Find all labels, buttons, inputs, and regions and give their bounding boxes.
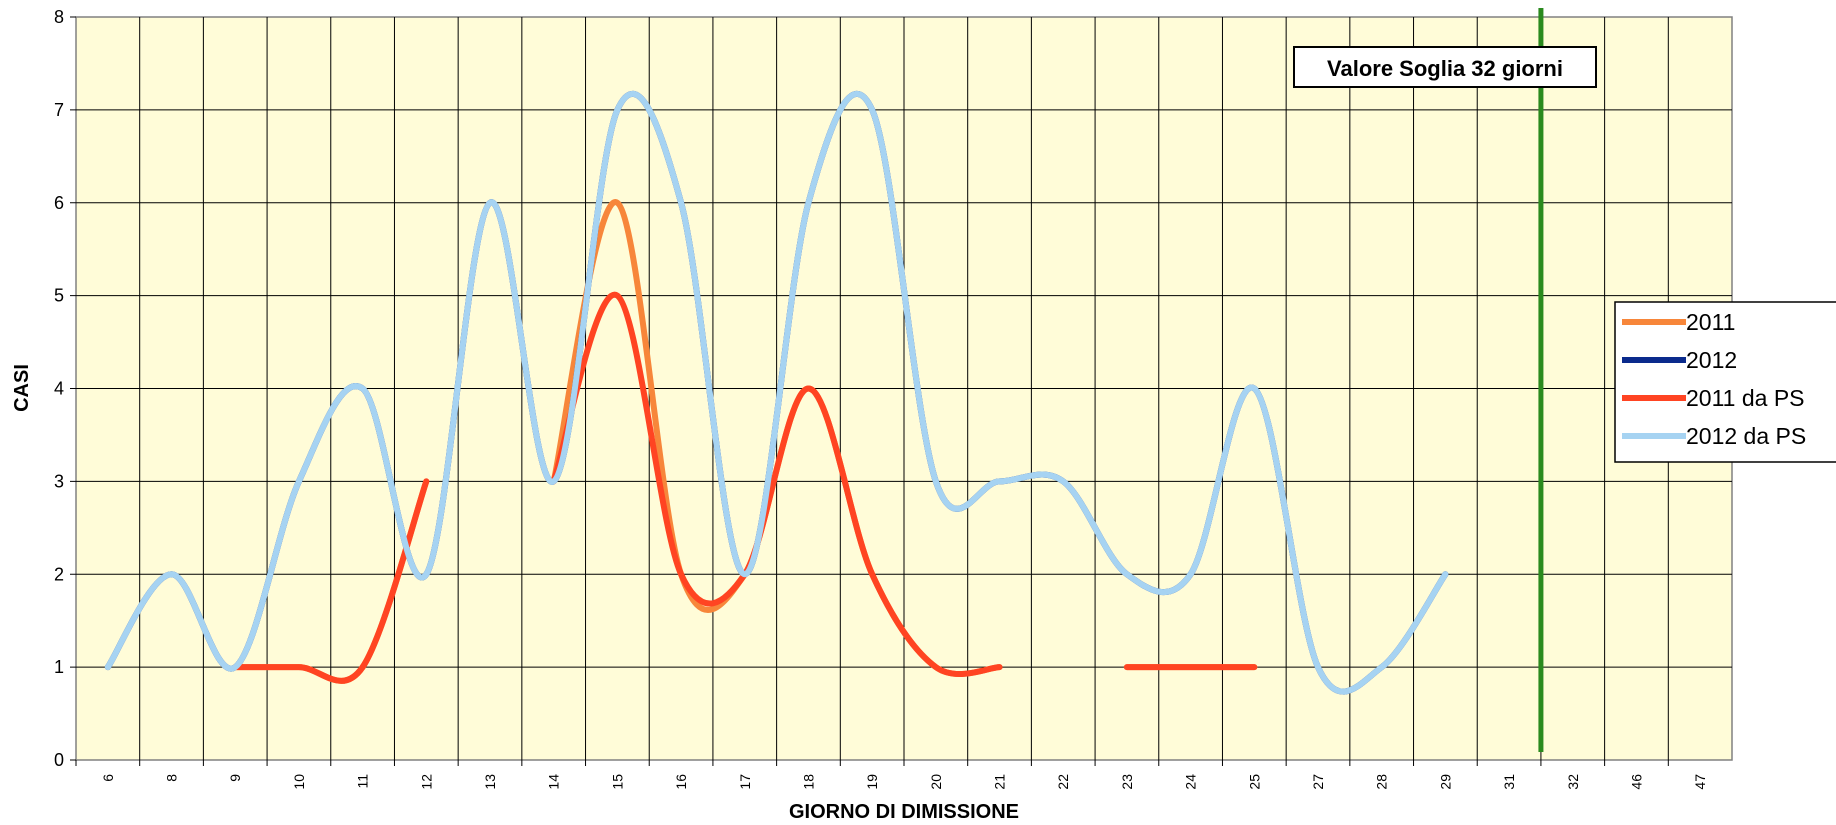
x-tick-label: 20 [928, 774, 944, 790]
x-tick-label: 9 [227, 774, 243, 782]
threshold-note: Valore Soglia 32 giorni [1293, 46, 1597, 88]
series-group [104, 91, 1449, 695]
x-tick-label: 31 [1501, 774, 1517, 790]
x-tick-label: 47 [1692, 774, 1708, 790]
x-tick-label: 12 [418, 774, 434, 790]
y-tick-label: 7 [54, 100, 64, 120]
x-tick-label: 13 [482, 774, 498, 790]
x-tick-label: 8 [164, 774, 180, 782]
y-tick-label: 0 [54, 750, 64, 770]
x-tick-label: 15 [609, 774, 625, 790]
x-tick-label: 32 [1565, 774, 1581, 790]
x-tick-label: 27 [1310, 774, 1326, 790]
x-tick-label: 6 [100, 774, 116, 782]
x-tick-label: 23 [1119, 774, 1135, 790]
y-tick-label: 2 [54, 564, 64, 584]
y-tick-label: 4 [54, 379, 64, 399]
x-tick-label: 18 [800, 774, 816, 790]
x-tick-label: 21 [992, 774, 1008, 790]
x-axis-title: GIORNO DI DIMISSIONE [789, 801, 1019, 823]
grid [76, 17, 1732, 760]
x-tick-label: 29 [1437, 774, 1453, 790]
x-tick-label: 46 [1628, 774, 1644, 790]
x-tick-label: 19 [864, 774, 880, 790]
legend-label-2011: 2011 [1686, 309, 1735, 335]
y-tick-label: 1 [54, 657, 64, 677]
legend-label-2012-da-ps: 2012 da PS [1686, 423, 1806, 449]
x-tick-label: 16 [673, 774, 689, 790]
series-line-2012-da-ps [104, 91, 1449, 695]
y-tick-label: 8 [54, 7, 64, 27]
legend-label-2011-da-ps: 2011 da PS [1686, 385, 1805, 411]
x-tick-label: 10 [291, 774, 307, 790]
x-tick-label: 17 [737, 774, 753, 790]
y-axis-ticks: 0 1 2 3 4 5 6 7 8 [54, 7, 76, 770]
threshold-label: Valore Soglia 32 giorni [1327, 56, 1563, 81]
x-tick-label: 22 [1055, 774, 1071, 790]
y-tick-label: 5 [54, 286, 64, 306]
legend-label-2012: 2012 [1686, 347, 1737, 373]
y-tick-label: 3 [54, 471, 64, 491]
x-tick-label: 28 [1374, 774, 1390, 790]
x-tick-label: 11 [355, 774, 371, 789]
x-tick-label: 24 [1183, 774, 1199, 790]
legend: 2011 2012 2011 da PS 2012 da PS [1614, 301, 1836, 463]
x-axis-ticks: 6 8 9 10 11 12 13 14 15 16 17 18 19 20 21 22 23 24 25 27 28 2… [75, 760, 1708, 790]
x-tick-label: 14 [546, 774, 562, 790]
threshold-note-box [1293, 46, 1597, 88]
y-axis-title: CASI [11, 364, 33, 412]
x-tick-label: 25 [1246, 774, 1262, 790]
y-tick-label: 6 [54, 193, 64, 213]
